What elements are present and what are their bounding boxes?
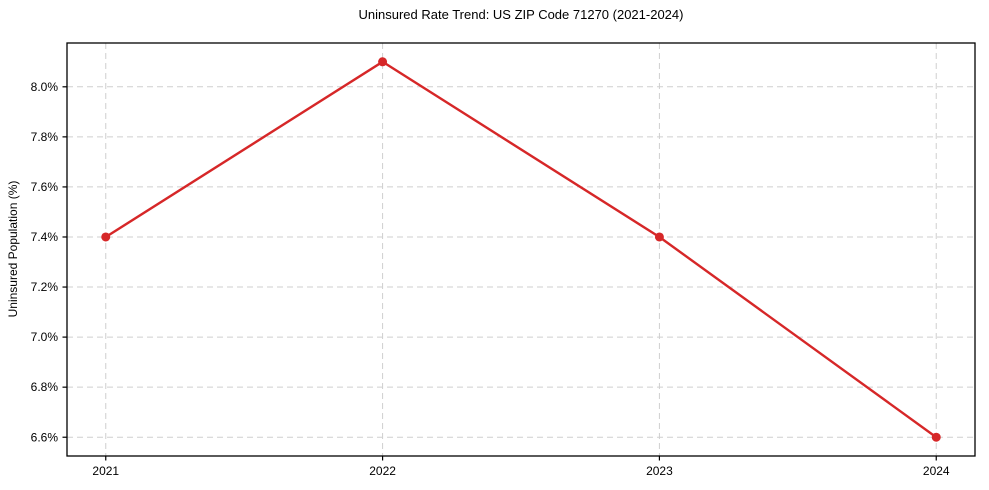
y-tick-label: 6.8% [31,380,59,394]
data-point-2021 [101,232,111,242]
y-tick-label: 7.0% [31,330,59,344]
chart-title: Uninsured Rate Trend: US ZIP Code 71270 … [358,7,684,22]
x-tick-label: 2021 [92,464,119,478]
x-tick-label: 2022 [369,464,396,478]
y-tick-label: 6.6% [31,430,59,444]
y-tick-label: 8.0% [31,80,59,94]
y-tick-label: 7.4% [31,230,59,244]
x-tick-label: 2023 [646,464,673,478]
data-point-2023 [654,232,664,242]
data-point-2022 [378,57,388,67]
y-tick-label: 7.2% [31,280,59,294]
plot-border [66,42,976,457]
y-tick-label: 7.8% [31,130,59,144]
y-tick-label: 7.6% [31,180,59,194]
trend-line [104,60,938,439]
x-tick-label: 2024 [923,464,950,478]
data-point-2024 [931,432,941,442]
